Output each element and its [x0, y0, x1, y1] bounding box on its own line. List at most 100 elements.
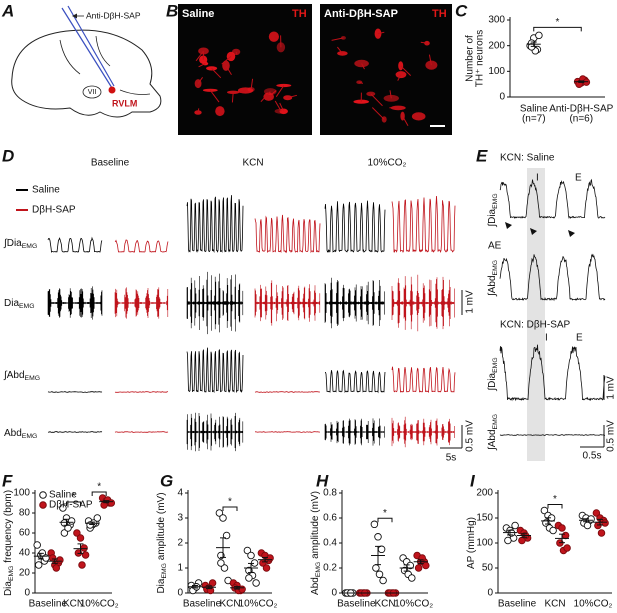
image-label: Anti-DβH-SAP [324, 8, 398, 20]
process [420, 41, 428, 44]
text-part: EMG [315, 562, 322, 577]
injection-site [108, 86, 116, 94]
emg-trace [47, 391, 103, 393]
text-part: Dia [3, 581, 14, 596]
emg-trace [254, 280, 321, 326]
x-tick-label: KCN [63, 599, 84, 610]
process [195, 50, 204, 62]
emg-trace [499, 344, 606, 402]
x-tick-label: Baseline [337, 599, 376, 610]
emg-trace [391, 195, 456, 254]
data-point [252, 579, 260, 587]
panel-letter: G [160, 471, 173, 490]
text-part: ∫Abd [487, 275, 498, 297]
data-point [372, 564, 380, 572]
process [275, 85, 285, 97]
process [235, 51, 238, 55]
significance-bracket [91, 491, 107, 496]
condition-label: Baseline [91, 158, 130, 169]
y-axis-label: Number of [465, 35, 476, 82]
x-tick-label: 10%CO₂ [574, 599, 613, 610]
process [274, 100, 282, 112]
condition-label: 10%CO₂ [368, 158, 407, 169]
emg-trace [186, 347, 244, 394]
x-tick-label: Anti-DβH-SAP [549, 104, 613, 115]
y-tick-label: 150 [476, 513, 493, 524]
panel-title: KCN: Saline [500, 153, 555, 164]
legend-marker [39, 491, 47, 499]
process [225, 65, 232, 76]
emg-trace [255, 431, 321, 433]
y-tick-label: 200 [488, 40, 505, 51]
process [260, 91, 271, 103]
text-part: EMG [492, 357, 499, 372]
panel-letter: I [470, 471, 476, 490]
process [197, 77, 204, 84]
y-tick-label: 100 [488, 66, 505, 77]
data-point [76, 534, 85, 542]
data-point [563, 544, 571, 552]
text-part: EMG [19, 303, 34, 310]
scale-label: 0.5s [583, 451, 602, 462]
text-part: ∫Dia [3, 238, 22, 249]
neuron [199, 55, 208, 64]
process [197, 108, 200, 113]
neuron [276, 42, 286, 53]
x-tick-label: Baseline [29, 599, 68, 610]
y-tick-label: 0 [331, 588, 337, 599]
nucleus-label: VII [88, 89, 97, 96]
emg-trace [114, 287, 169, 319]
row-label: ∫AbdEMG [3, 370, 40, 383]
data-point [73, 529, 81, 537]
significance-label: * [556, 17, 560, 28]
data-point [511, 521, 519, 530]
y-tick-label: 60 [19, 528, 31, 539]
row-label: ∫DiaEMG [3, 238, 37, 251]
data-point [504, 536, 512, 545]
y-tick-label: 1 [177, 563, 183, 574]
brain-outline [11, 29, 162, 118]
text-part: EMG [492, 193, 499, 208]
emg-trace [325, 369, 386, 394]
text-part: EMG [492, 260, 499, 275]
text-part: EMG [22, 433, 37, 440]
text-part: EMG [25, 375, 40, 382]
emg-trace [186, 412, 244, 452]
y-tick-label: 0 [177, 588, 183, 599]
y-tick-label: 50 [482, 563, 494, 574]
x-tick-label: 10%CO₂ [239, 599, 278, 610]
data-point [208, 579, 217, 587]
panel-letter: E [476, 146, 488, 165]
x-tick-label: 10%CO₂ [80, 599, 119, 610]
text-part: EMG [161, 563, 168, 578]
panel-letter: D [2, 146, 14, 165]
row-label: ∫AbdEMG [487, 414, 500, 451]
emg-trace [499, 434, 605, 436]
panel-letter: B [166, 1, 178, 20]
y-tick-label: 100 [13, 488, 30, 499]
phase-label: I [536, 173, 539, 184]
legend-label: Saline [49, 490, 77, 501]
y-axis-label: DiaEMG frequency (bpm) [3, 490, 16, 596]
process [402, 115, 409, 126]
significance-bracket [377, 517, 393, 523]
y-tick-label: 0.8 [323, 488, 337, 499]
nucleus-outline [82, 85, 102, 99]
stained-neurons [194, 28, 438, 126]
legend-label: DβH-SAP [49, 500, 93, 511]
emg-trace [47, 431, 103, 433]
emg-trace [114, 239, 169, 253]
y-tick-label: 20 [19, 568, 31, 579]
process [331, 37, 344, 41]
y-tick-label: 3 [177, 513, 183, 524]
process [250, 78, 254, 90]
process [377, 31, 385, 35]
probe [61, 7, 113, 89]
text-part: ∫Abd [487, 429, 498, 451]
x-tick-label: KCN [219, 599, 240, 610]
data-point [64, 524, 72, 532]
data-point [408, 574, 416, 582]
stain-label: TH [292, 8, 307, 20]
panel-letter: C [455, 1, 468, 20]
x-tick-label: (n=6) [569, 114, 593, 125]
